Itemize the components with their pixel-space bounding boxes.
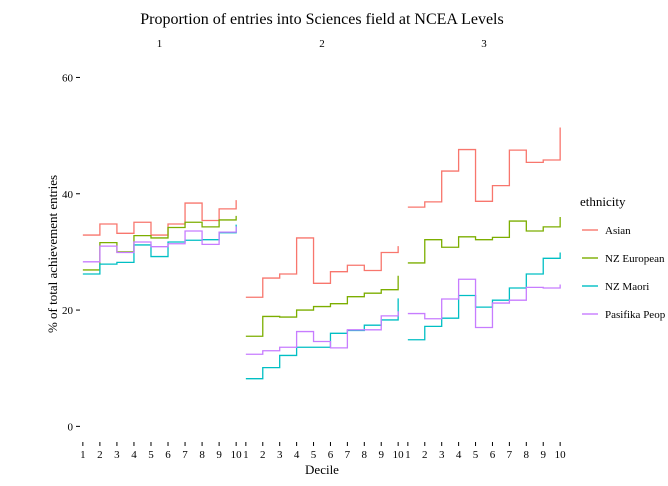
- x-tick-label: 2: [260, 449, 266, 461]
- x-axis-label: Decile: [305, 462, 339, 477]
- legend-label: NZ European: [605, 253, 665, 265]
- x-tick-label: 10: [393, 449, 405, 461]
- series-line-pasifika-peoples: [82, 226, 237, 263]
- y-tick-label: 40: [62, 189, 74, 201]
- x-tick-label: 2: [97, 449, 103, 461]
- legend-entry: Asian: [582, 225, 631, 237]
- x-tick-label: 10: [555, 449, 567, 461]
- x-tick-label: 4: [294, 449, 300, 461]
- facet-strip-label: 2: [319, 38, 325, 50]
- legend-label: Asian: [605, 225, 631, 237]
- x-tick-label: 4: [131, 449, 137, 461]
- legend-entry: Pasifika Peop: [582, 309, 666, 321]
- x-tick-label: 8: [362, 449, 368, 461]
- x-tick-label: 3: [439, 449, 445, 461]
- chart-title: Proportion of entries into Sciences fiel…: [140, 11, 503, 28]
- x-tick-label: 6: [490, 449, 496, 461]
- x-tick-label: 5: [311, 449, 317, 461]
- x-tick-label: 3: [277, 449, 283, 461]
- x-tick-label: 7: [182, 449, 188, 461]
- x-tick-label: 9: [216, 449, 222, 461]
- x-tick-label: 8: [199, 449, 205, 461]
- series-line-nz-european: [245, 275, 399, 337]
- y-tick-label: 0: [68, 421, 74, 433]
- legend-entry: NZ European: [582, 253, 665, 265]
- x-tick-label: 4: [456, 449, 462, 461]
- x-tick-label: 8: [524, 449, 530, 461]
- y-tick-label: 20: [62, 305, 74, 317]
- facet-panel-2: 21 2 3 4 5 6 7 8 9 10: [243, 38, 404, 461]
- x-tick-label: 1: [80, 449, 86, 461]
- legend-entry: NZ Maori: [582, 281, 649, 293]
- series-line-asian: [407, 127, 561, 208]
- x-tick-label: 1: [405, 449, 411, 461]
- facet-strip-label: 1: [157, 38, 163, 50]
- x-tick-label: 9: [378, 449, 384, 461]
- series-line-asian: [82, 200, 237, 236]
- series-line-asian: [245, 237, 399, 298]
- x-tick-label: 2: [422, 449, 428, 461]
- series-line-nz-maori: [245, 298, 399, 380]
- series-line-nz-european: [407, 217, 561, 264]
- series-line-nz-maori: [82, 224, 237, 275]
- legend-title: ethnicity: [580, 194, 626, 209]
- x-tick-label: 6: [328, 449, 334, 461]
- x-tick-label: 9: [540, 449, 546, 461]
- facet-strip-label: 3: [481, 38, 487, 50]
- x-tick-label: 3: [114, 449, 120, 461]
- y-axis-label: % of total achievement entries: [45, 175, 60, 333]
- x-tick-label: 1: [243, 449, 249, 461]
- legend-entries: Asian NZ European NZ Maori Pasifika Peop: [582, 225, 666, 321]
- y-axis: 0 20 40 60: [62, 72, 80, 433]
- x-tick-label: 5: [148, 449, 154, 461]
- series-line-nz-maori: [407, 252, 561, 341]
- x-tick-label: 5: [473, 449, 479, 461]
- y-tick-label: 60: [62, 72, 74, 84]
- facet-panel-3: 31 2 3 4 5 6 7 8 9 10: [405, 38, 566, 461]
- x-tick-label: 7: [507, 449, 513, 461]
- series-line-pasifika-peoples: [407, 278, 561, 329]
- x-tick-label: 10: [231, 449, 243, 461]
- x-tick-label: 6: [165, 449, 171, 461]
- legend-label: NZ Maori: [605, 281, 649, 293]
- facet-panel-1: 11 2 3 4 5 6 7 8 9 10: [80, 38, 242, 461]
- x-tick-label: 7: [345, 449, 351, 461]
- series-line-pasifika-peoples: [245, 311, 399, 355]
- series-line-nz-european: [82, 215, 237, 271]
- legend: ethnicity Asian NZ European NZ Maori Pasifi…: [580, 194, 666, 321]
- legend-label: Pasifika Peop: [605, 309, 666, 321]
